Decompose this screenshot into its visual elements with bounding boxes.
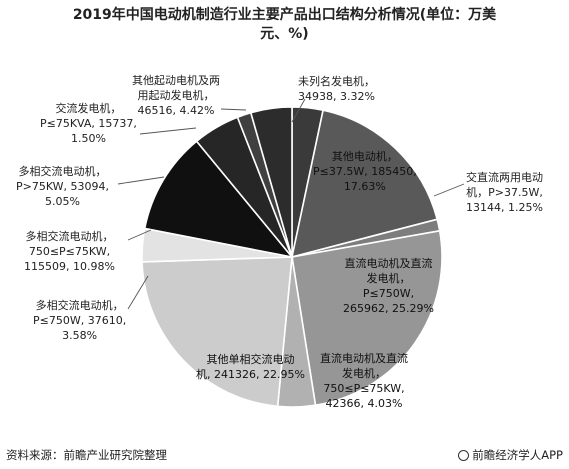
brand-logo-icon xyxy=(458,450,470,461)
slice-label-9-line-1: P≤75KVA, 15737, xyxy=(40,117,137,130)
leader-line-0 xyxy=(291,98,306,123)
slice-label-7-line-1: 750≤P≤75KW, xyxy=(28,245,111,258)
slice-label-4-line-1: 发电机， xyxy=(342,367,386,380)
slice-label-10-line-2: 46516, 4.42% xyxy=(137,104,215,117)
slice-label-5-line-1: 机, 241326, 22.95% xyxy=(196,368,305,381)
leader-line-5 xyxy=(127,229,152,241)
slice-label-0: 未列名发电机， 34938, 3.32% xyxy=(298,74,375,104)
slice-label-6-line-1: P≤750W, 37610, xyxy=(33,314,127,327)
slice-label-6-line-0: 多相交流电动机， xyxy=(35,299,124,312)
slice-label-1: 其他电动机， P≤37.5W, 185450, 17.63% xyxy=(313,149,417,194)
slice-label-5: 其他单相交流电动 机, 241326, 22.95% xyxy=(196,352,305,382)
slice-label-1-line-1: P≤37.5W, 185450, xyxy=(313,165,417,178)
brand-text: 前瞻经济学人APP xyxy=(472,448,563,462)
slice-label-7-line-2: 115509, 10.98% xyxy=(24,260,115,273)
slice-label-9: 交流发电机， P≤75KVA, 15737, 1.50% xyxy=(40,101,137,146)
slice-label-8-line-2: 5.05% xyxy=(45,195,80,208)
leader-line-4 xyxy=(117,176,165,185)
slice-label-4: 直流电动机及直流 发电机， 750≤P≤75KW, 42366, 4.03% xyxy=(320,351,408,411)
slice-label-2-line-2: 13144, 1.25% xyxy=(466,201,543,214)
pie-slice-10 xyxy=(249,106,293,258)
slice-label-7: 多相交流电动机， 750≤P≤75KW, 115509, 10.98% xyxy=(24,229,115,274)
slice-label-3-line-1: 发电机， xyxy=(366,272,411,285)
pie-slice-1 xyxy=(290,109,439,259)
leader-line-1 xyxy=(433,183,465,197)
chart-title: 2019年中国电动机制造行业主要产品出口结构分析情况(单位：万美 元、%) xyxy=(0,6,569,44)
slice-label-2-line-1: 机，P>37.5W, xyxy=(466,186,543,199)
slice-label-8-line-1: P>75KW, 53094, xyxy=(16,180,110,193)
pie-slice-5 xyxy=(141,256,293,408)
source-note: 资料来源：前瞻产业研究院整理 xyxy=(6,448,167,462)
slice-label-8-line-0: 多相交流电动机， xyxy=(18,165,107,178)
slice-label-10: 其他起动电机及两 用起动发电机， 46516, 4.42% xyxy=(132,73,220,118)
chart-title-line-1: 2019年中国电动机制造行业主要产品出口结构分析情况(单位：万美 xyxy=(72,7,497,23)
slice-label-2: 交直流两用电动 机，P>37.5W, 13144, 1.25% xyxy=(466,170,543,215)
pie-slice-3 xyxy=(291,229,443,407)
chart-title-line-2: 元、%) xyxy=(260,26,309,42)
slice-label-3: 直流电动机及直流 发电机， P≤750W, 265962, 25.29% xyxy=(343,256,434,316)
leader-line-2 xyxy=(220,108,247,111)
slice-label-6-line-2: 3.58% xyxy=(62,329,98,342)
slice-label-1-line-2: 17.63% xyxy=(343,180,386,193)
slice-label-3-line-2: P≤750W, xyxy=(362,287,415,300)
slice-label-3-line-3: 265962, 25.29% xyxy=(343,302,434,315)
slice-label-6: 多相交流电动机， P≤750W, 37610, 3.58% xyxy=(33,298,126,343)
slice-label-4-line-2: 750≤P≤75KW, xyxy=(323,382,405,395)
slice-label-0-line-1: 34938, 3.32% xyxy=(298,90,375,103)
slice-label-4-line-3: 42366, 4.03% xyxy=(325,397,403,410)
slice-label-3-line-0: 直流电动机及直流 xyxy=(344,257,433,270)
slice-label-7-line-0: 多相交流电动机， xyxy=(25,230,114,243)
slice-label-9-line-0: 交流发电机， xyxy=(55,102,122,115)
brand-note: 前瞻经济学人APP xyxy=(458,447,563,463)
slice-label-10-line-1: 用起动发电机， xyxy=(137,89,215,102)
slice-label-10-line-0: 其他起动电机及两 xyxy=(132,74,220,87)
slice-label-9-line-2: 1.50% xyxy=(70,132,106,145)
slice-label-0-line-0: 未列名发电机， xyxy=(298,75,375,88)
slice-label-2-line-0: 交直流两用电动 xyxy=(466,171,543,184)
slice-label-4-line-0: 直流电动机及直流 xyxy=(320,352,408,365)
leader-line-6 xyxy=(127,275,149,310)
pie-slice-7 xyxy=(143,140,295,259)
slice-label-1-line-0: 其他电动机， xyxy=(331,150,398,163)
slice-label-5-line-0: 其他单相交流电动 xyxy=(206,353,295,366)
slice-label-8: 多相交流电动机， P>75KW, 53094, 5.05% xyxy=(16,164,109,209)
leader-line-3 xyxy=(139,127,197,135)
